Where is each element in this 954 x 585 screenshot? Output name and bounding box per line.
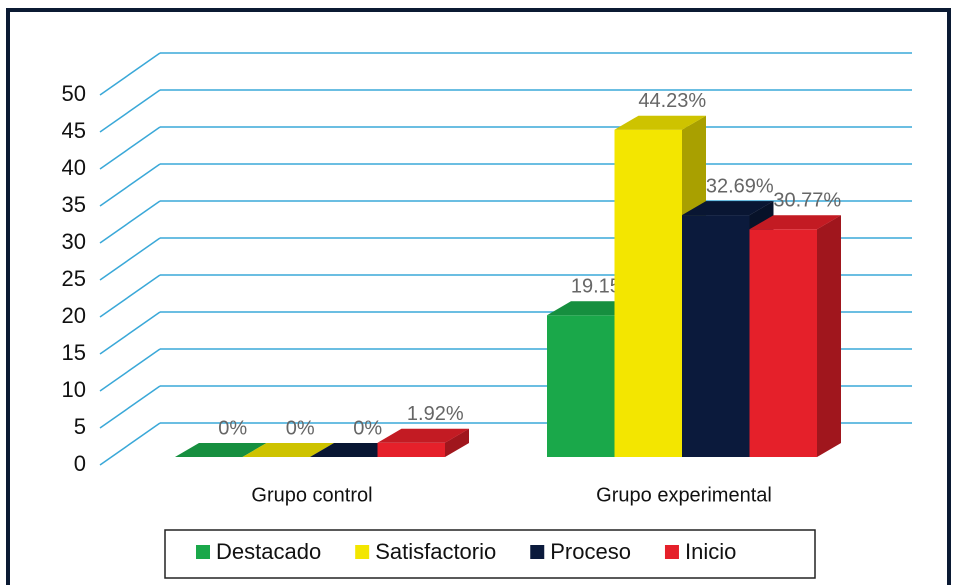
- grid-diagonal: [99, 311, 161, 355]
- bar-top: [614, 115, 706, 130]
- grid-diagonal: [99, 163, 161, 207]
- legend-label: Satisfactorio: [375, 539, 496, 564]
- bar-front: [377, 442, 445, 457]
- bar-top-shade: [749, 215, 841, 230]
- bar: [749, 215, 841, 457]
- grid-diagonal: [99, 89, 161, 133]
- y-tick-label: 50: [62, 81, 86, 106]
- bar-front: [749, 229, 817, 457]
- y-tick-label: 40: [62, 155, 86, 180]
- bar: [377, 428, 469, 457]
- y-tick-label: 20: [62, 303, 86, 328]
- bar-top: [242, 443, 334, 457]
- bar-top: [175, 443, 267, 457]
- grid-diagonal: [99, 200, 161, 244]
- grid-diagonal: [99, 52, 161, 96]
- data-label: 32.69%: [706, 175, 774, 197]
- data-label: 0%: [353, 417, 382, 439]
- bar-front: [682, 215, 750, 457]
- bar: [175, 443, 267, 457]
- y-tick-label: 45: [62, 118, 86, 143]
- bar-top-shade: [242, 443, 334, 457]
- x-tick-label: Grupo control: [251, 484, 372, 506]
- y-tick-label: 25: [62, 266, 86, 291]
- legend-swatch: [530, 545, 545, 559]
- bar-top-shade: [682, 201, 774, 216]
- y-tick-label: 30: [62, 229, 86, 254]
- grid-diagonal: [99, 348, 161, 392]
- bar-top-shade: [614, 115, 706, 130]
- legend-swatch: [664, 545, 679, 559]
- legend-box: [164, 529, 816, 579]
- legend-swatch: [355, 545, 370, 559]
- legend-label: Inicio: [685, 539, 736, 564]
- legend-label: Destacado: [216, 539, 321, 564]
- grid-diagonal: [99, 237, 161, 281]
- bar-side-shade: [445, 428, 469, 457]
- bar-side-shade: [817, 215, 841, 457]
- grid-diagonal: [99, 126, 161, 170]
- legend-label: Proceso: [550, 539, 631, 564]
- bar-side: [445, 428, 469, 457]
- bar-side: [817, 215, 841, 457]
- bar-top: [682, 201, 774, 216]
- bar-front: [547, 315, 615, 457]
- y-tick-label: 35: [62, 192, 86, 217]
- bar-top: [749, 215, 841, 230]
- y-tick-label: 5: [74, 414, 86, 439]
- x-tick-label: Grupo experimental: [596, 484, 772, 506]
- bar-top: [377, 428, 469, 443]
- data-label: 30.77%: [773, 190, 841, 212]
- data-label: 44.23%: [638, 90, 706, 112]
- y-tick-label: 10: [62, 377, 86, 402]
- grid-diagonal: [99, 422, 161, 466]
- bar: [242, 443, 334, 457]
- data-label: 0%: [218, 417, 247, 439]
- grid-diagonal: [99, 385, 161, 429]
- data-label: 0%: [286, 417, 315, 439]
- bar-front: [614, 129, 682, 457]
- grid-diagonal: [99, 274, 161, 318]
- y-tick-label: 0: [74, 451, 86, 476]
- legend-swatch: [196, 545, 210, 559]
- y-tick-label: 15: [62, 340, 86, 365]
- data-label: 1.92%: [407, 403, 464, 425]
- bar-top-shade: [377, 428, 469, 443]
- bar-top-shade: [175, 443, 267, 457]
